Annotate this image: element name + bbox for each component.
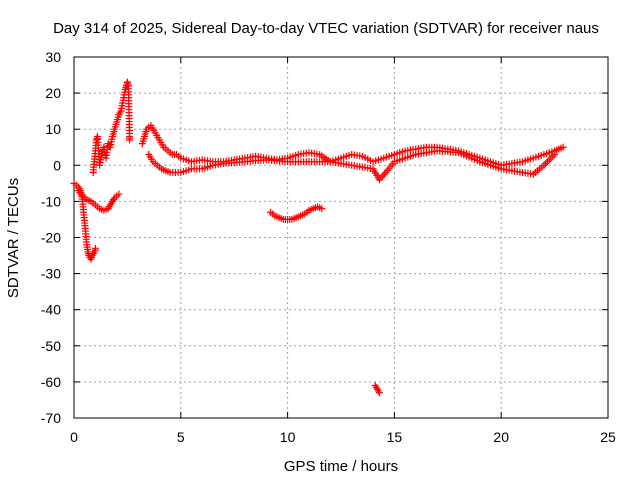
x-tick-label: 15 <box>387 429 403 445</box>
y-tick-label: 20 <box>45 85 61 101</box>
y-tick-label: -10 <box>41 193 61 209</box>
x-tick-label: 20 <box>493 429 509 445</box>
x-axis-label: GPS time / hours <box>284 458 398 475</box>
y-axis-label: SDTVAR / TECUs <box>5 178 22 298</box>
data-point <box>115 190 123 198</box>
x-tick-label: 0 <box>70 429 78 445</box>
data-point <box>116 109 124 117</box>
y-tick-label: 0 <box>53 157 61 173</box>
data-point <box>547 154 555 162</box>
data-point <box>545 156 553 164</box>
y-tick-label: -20 <box>41 230 61 246</box>
y-tick-label: -40 <box>41 302 61 318</box>
y-tick-label: -60 <box>41 374 61 390</box>
series-early-spike <box>89 78 134 177</box>
series-outlier <box>371 382 383 397</box>
y-tick-label: 30 <box>45 49 61 65</box>
grid-lines <box>74 57 608 418</box>
data-point <box>543 158 551 166</box>
series-mid-dip <box>267 203 326 223</box>
data-point <box>126 136 134 144</box>
axis-ticks <box>73 56 609 419</box>
data-point <box>318 205 326 213</box>
series-main-upper <box>138 122 567 169</box>
series-early-band <box>74 187 123 214</box>
data-point <box>91 244 99 252</box>
x-tick-label: 25 <box>600 429 616 445</box>
data-point <box>375 389 383 397</box>
data-point <box>380 170 388 178</box>
y-tick-labels: -70 -60 -50 -40 -30 -20 -10 0 10 20 30 <box>41 49 61 426</box>
series-main-lower <box>145 147 559 184</box>
data-point <box>551 150 559 158</box>
data-point <box>542 159 550 167</box>
y-tick-label: -70 <box>41 410 61 426</box>
y-tick-label: -50 <box>41 338 61 354</box>
data-point <box>559 143 567 151</box>
data-point <box>549 152 557 160</box>
y-tick-label: -30 <box>41 266 61 282</box>
data-points <box>70 78 567 397</box>
x-tick-labels: 0 5 10 15 20 25 <box>70 429 616 445</box>
y-tick-label: 10 <box>45 121 61 137</box>
series-early-drop <box>70 179 99 263</box>
chart-title: Day 314 of 2025, Sidereal Day-to-day VTE… <box>53 20 599 37</box>
x-tick-label: 5 <box>177 429 185 445</box>
x-tick-label: 10 <box>280 429 296 445</box>
data-point <box>379 172 387 180</box>
